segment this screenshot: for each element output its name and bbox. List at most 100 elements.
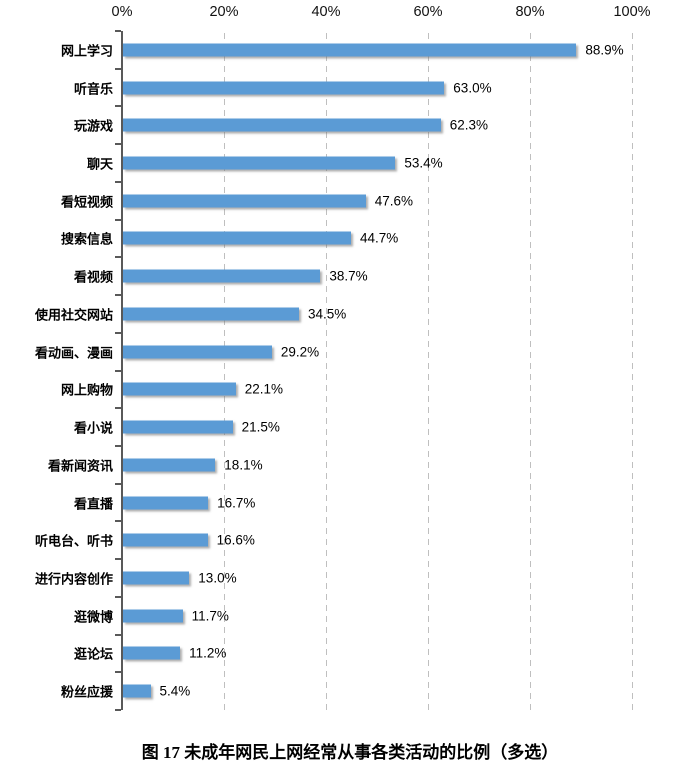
gridline [326, 33, 327, 710]
bar-row: 看直播 16.7% [0, 484, 700, 522]
bar [123, 269, 321, 283]
bar [123, 43, 577, 57]
x-axis-tick-label: 0% [111, 4, 133, 20]
y-axis-tick [115, 331, 121, 334]
value-label: 18.1% [224, 457, 263, 473]
category-label: 听电台、听书 [34, 533, 113, 549]
value-label: 22.1% [244, 381, 283, 397]
category-label: 看视频 [73, 269, 113, 285]
bar-row: 看小说 21.5% [0, 408, 700, 446]
bar [123, 118, 441, 132]
value-label: 29.2% [280, 344, 320, 360]
category-label: 逛微博 [73, 609, 113, 625]
value-label: 62.3% [449, 117, 488, 133]
gridline [530, 33, 531, 710]
category-label: 看直播 [73, 496, 113, 512]
value-label: 16.7% [217, 495, 256, 511]
bar [123, 156, 396, 170]
value-label: 53.4% [404, 155, 443, 171]
bar-row: 进行内容创作 13.0% [0, 559, 700, 597]
y-axis-tick [115, 105, 121, 108]
y-axis-tick [115, 520, 121, 523]
category-label: 进行内容创作 [34, 571, 113, 587]
bar [123, 533, 208, 547]
bar-row: 聊天 53.4% [0, 144, 700, 182]
plot-area [115, 30, 633, 711]
bar [123, 194, 366, 208]
y-axis-tick [115, 369, 121, 372]
bar [123, 458, 216, 472]
category-label: 看动画、漫画 [34, 345, 113, 361]
value-label: 16.6% [216, 532, 255, 548]
x-axis-tick-label: 100% [613, 4, 651, 20]
value-label: 44.7% [359, 230, 399, 246]
value-label: 47.6% [374, 193, 414, 209]
y-axis-tick [115, 180, 121, 183]
bar [123, 231, 351, 245]
bar [123, 345, 272, 359]
bar-rows: 网上学习 88.9% 听音乐 63.0% 玩游戏 62.3% 聊天 53.4% 看短视频 47.6… [0, 31, 700, 710]
value-label: 21.5% [241, 419, 280, 435]
gridline [632, 33, 633, 710]
bar [123, 571, 190, 585]
y-axis-tick [115, 671, 121, 674]
y-axis-line [121, 31, 123, 710]
bar-row: 逛论坛 11.2% [0, 635, 700, 673]
category-label: 使用社交网站 [34, 307, 113, 323]
y-axis-tick [115, 558, 121, 561]
value-label: 11.2% [189, 645, 227, 661]
y-axis-tick [115, 709, 121, 711]
bar-row: 看新闻资讯 18.1% [0, 446, 700, 484]
category-label: 逛论坛 [73, 646, 113, 662]
y-axis-tick [115, 143, 121, 146]
x-axis-tick-label: 60% [413, 4, 443, 20]
value-label: 63.0% [453, 80, 492, 96]
y-axis-tick [115, 256, 121, 259]
category-label: 网上学习 [60, 43, 113, 59]
chart-caption: 图 17 未成年网民上网经常从事各类活动的比例（多选） [141, 743, 559, 762]
category-label: 粉丝应援 [60, 684, 113, 700]
bar-row: 搜索信息 44.7% [0, 220, 700, 258]
bar [123, 609, 183, 623]
bar [123, 382, 236, 396]
category-label: 聊天 [86, 156, 113, 172]
bar [123, 420, 233, 434]
bar-row: 网上购物 22.1% [0, 371, 700, 409]
category-label: 听音乐 [73, 81, 113, 97]
bar [123, 684, 151, 698]
y-axis-tick [115, 218, 121, 221]
category-label: 玩游戏 [73, 118, 113, 134]
bar-row: 使用社交网站 34.5% [0, 295, 700, 333]
bar-row: 粉丝应援 5.4% [0, 672, 700, 710]
bar-row: 看视频 38.7% [0, 257, 700, 295]
bar [123, 646, 181, 660]
bar-row: 听音乐 63.0% [0, 69, 700, 107]
category-label: 网上购物 [60, 382, 113, 398]
bar [123, 496, 209, 510]
bar [123, 307, 299, 321]
bar-row: 看动画、漫画 29.2% [0, 333, 700, 371]
bar-row: 逛微博 11.7% [0, 597, 700, 635]
bar-row: 看短视频 47.6% [0, 182, 700, 220]
x-axis-tick-label: 20% [209, 4, 239, 20]
bar-row: 网上学习 88.9% [0, 31, 700, 69]
value-label: 13.0% [198, 570, 237, 586]
value-label: 38.7% [329, 268, 368, 284]
bar-row: 听电台、听书 16.6% [0, 521, 700, 559]
y-axis-tick [115, 294, 121, 297]
category-label: 搜索信息 [60, 231, 113, 247]
category-label: 看新闻资讯 [47, 458, 113, 474]
bar-row: 玩游戏 62.3% [0, 106, 700, 144]
value-label: 34.5% [307, 306, 347, 322]
category-label: 看小说 [73, 420, 113, 436]
y-axis-tick [115, 30, 121, 32]
y-axis-tick [115, 444, 121, 447]
value-label: 11.7% [191, 608, 229, 624]
category-label: 看短视频 [60, 194, 113, 210]
y-axis-tick [115, 67, 121, 70]
value-label: 88.9% [585, 42, 624, 58]
x-axis-tick-label: 40% [311, 4, 341, 20]
bar [123, 81, 445, 95]
gridline [224, 33, 225, 710]
